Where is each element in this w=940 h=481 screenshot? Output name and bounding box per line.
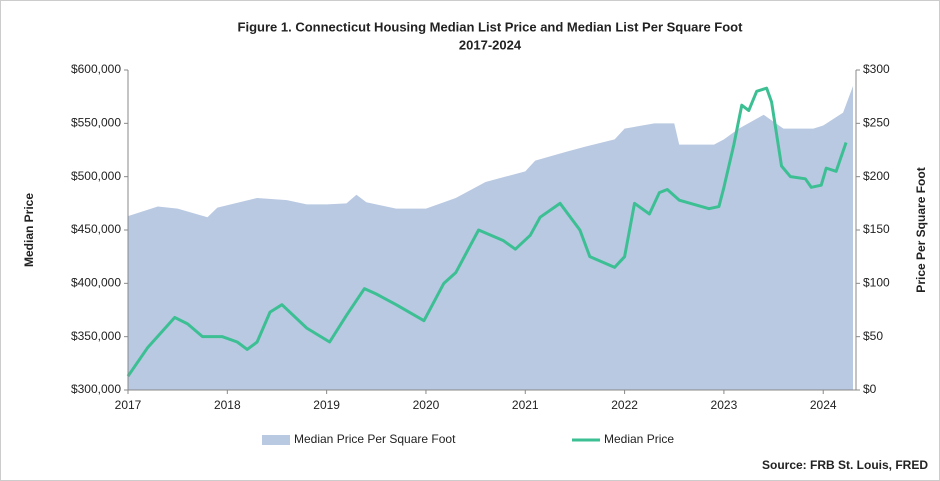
x-tick-label: 2018 [214,398,241,412]
x-tick-label: 2019 [313,398,340,412]
line [126,86,848,377]
x-tick-label: 2023 [711,398,738,412]
y-tick-label: $450,000 [71,222,121,236]
y-tick-label: $500,000 [71,169,121,183]
x-tick-label: 2024 [810,398,837,412]
y-tick-label: $400,000 [71,276,121,290]
legend-label: Median Price Per Square Foot [294,432,456,446]
y-tick-label: $600,000 [71,62,121,76]
y2-tick-label: $100 [863,276,890,290]
y-axis-label: Median Price [22,193,36,267]
y2-tick-label: $200 [863,169,890,183]
y-tick-label: $300,000 [71,382,121,396]
y-tick-label: $550,000 [71,116,121,130]
x-tick-label: 2021 [512,398,539,412]
area [128,86,854,390]
chart-title: Figure 1. Connecticut Housing Median Lis… [238,19,744,34]
chart-subtitle: 2017-2024 [459,37,522,52]
y2-tick-label: $300 [863,62,890,76]
x-tick-label: 2017 [115,398,142,412]
y2-tick-label: $50 [863,329,883,343]
source: Source: FRB St. Louis, FRED [762,458,928,472]
y2-axis-label: Price Per Square Foot [914,167,928,292]
x-tick-label: 2020 [413,398,440,412]
y2-tick-label: $150 [863,222,890,236]
y-tick-label: $350,000 [71,329,121,343]
legend-label: Median Price [604,432,674,446]
legend-swatch [262,435,290,445]
x-tick-label: 2022 [611,398,638,412]
y2-tick-label: $250 [863,116,890,130]
y2-tick-label: $0 [863,382,877,396]
